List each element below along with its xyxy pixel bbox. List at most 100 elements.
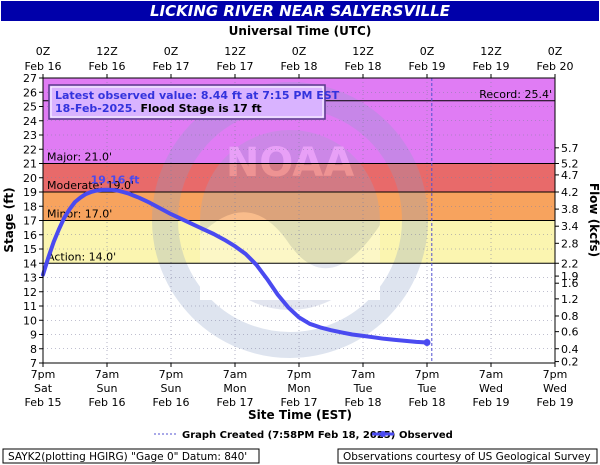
band-minor xyxy=(43,220,555,264)
right-axis-ticks: 0.20.40.60.81.21.61.92.22.83.43.84.24.75… xyxy=(555,142,579,369)
top-tick-label: 0Z xyxy=(292,45,307,58)
bottom-tick-label: Feb 17 xyxy=(217,396,254,409)
bottom-tick-label: Sat xyxy=(34,382,53,395)
top-tick-label: Feb 19 xyxy=(409,60,446,73)
latest-observation-point xyxy=(423,338,431,346)
left-tick-label: 22 xyxy=(23,143,37,156)
top-tick-label: 0Z xyxy=(420,45,435,58)
top-tick-label: Feb 16 xyxy=(89,60,126,73)
top-axis-ticks: 0Z Feb 16 12Z Feb 16 0Z Feb 17 12Z Feb 17 0Z Feb … xyxy=(25,45,574,78)
left-tick-label: 18 xyxy=(23,200,37,213)
right-tick-label: 2.2 xyxy=(561,257,579,270)
info-box xyxy=(48,84,326,120)
bottom-tick-label: Sun xyxy=(97,382,118,395)
left-tick-label: 19 xyxy=(23,186,37,199)
bottom-tick-label: 7pm xyxy=(543,368,568,381)
bottom-tick-label: Mon xyxy=(223,382,246,395)
observed-line xyxy=(41,187,429,345)
legend-observed-marker xyxy=(380,431,386,437)
bottom-tick-label: Wed xyxy=(543,382,567,395)
title-bar xyxy=(1,1,599,21)
threshold-label: Record: 25.4' xyxy=(479,88,552,101)
footer-left-box xyxy=(2,448,260,464)
bottom-tick-label: Mon xyxy=(287,382,310,395)
top-tick-label: Feb 16 xyxy=(25,60,62,73)
top-tick-label: Feb 18 xyxy=(281,60,318,73)
chart-title: LICKING RIVER NEAR SALYERSVILLE xyxy=(150,2,451,20)
top-tick-label: 12Z xyxy=(224,45,246,58)
flood-bands xyxy=(43,78,555,363)
right-tick-label: 3.8 xyxy=(561,203,579,216)
bottom-tick-label: Tue xyxy=(353,382,373,395)
bottom-tick-label: 7pm xyxy=(159,368,184,381)
threshold-label: Minor: 17.0' xyxy=(47,208,112,221)
bottom-tick-label: Wed xyxy=(479,382,503,395)
left-tick-label: 8 xyxy=(30,343,37,356)
top-tick-label: Feb 20 xyxy=(537,60,574,73)
left-tick-label: 24 xyxy=(23,115,37,128)
left-tick-label: 11 xyxy=(23,300,37,313)
top-axis-title: Universal Time (UTC) xyxy=(229,24,372,38)
top-tick-label: Feb 19 xyxy=(473,60,510,73)
top-tick-label: 12Z xyxy=(352,45,374,58)
bottom-tick-label: Feb 19 xyxy=(473,396,510,409)
footer-left-text: SAYK2(plotting HGIRG) "Gage 0" Datum: 84… xyxy=(8,451,247,463)
left-axis-title: Stage (ft) xyxy=(2,187,16,252)
bottom-tick-label: Feb 18 xyxy=(409,396,446,409)
bottom-tick-label: 7am xyxy=(479,368,503,381)
left-tick-label: 26 xyxy=(23,86,37,99)
right-tick-label: 3.4 xyxy=(561,220,579,233)
bottom-tick-label: Feb 16 xyxy=(89,396,126,409)
left-tick-label: 7 xyxy=(30,357,37,370)
footer-right-box xyxy=(337,448,598,464)
bottom-tick-label: Feb 19 xyxy=(537,396,574,409)
info-box-line2: 18-Feb-2025. Flood Stage is 17 ft xyxy=(55,102,262,115)
left-tick-label: 10 xyxy=(23,314,37,327)
left-tick-label: 25 xyxy=(23,101,37,114)
right-axis-title: Flow (kcfs) xyxy=(587,183,600,257)
top-tick-label: 0Z xyxy=(164,45,179,58)
left-tick-label: 16 xyxy=(23,229,37,242)
legend-observed-label: Observed xyxy=(399,430,453,441)
left-tick-label: 13 xyxy=(23,272,37,285)
info-box-shadow xyxy=(50,86,324,118)
left-tick-label: 9 xyxy=(30,329,37,342)
info-box-line1: Latest observed value: 8.44 ft at 7:15 P… xyxy=(55,89,340,102)
right-tick-label: 0.4 xyxy=(561,343,579,356)
top-tick-label: Feb 17 xyxy=(217,60,254,73)
info-box-flood-stage: Flood Stage is 17 ft xyxy=(137,102,262,115)
noaa-seal-wave xyxy=(200,212,380,300)
footer-right-text: Observations courtesy of US Geological S… xyxy=(343,451,591,463)
bottom-tick-label: 7pm xyxy=(287,368,312,381)
right-tick-label: 1.2 xyxy=(561,293,579,306)
bottom-tick-label: Feb 16 xyxy=(153,396,190,409)
bottom-tick-label: 7am xyxy=(351,368,375,381)
top-tick-label: 0Z xyxy=(36,45,51,58)
left-tick-label: 14 xyxy=(23,257,37,270)
left-tick-label: 17 xyxy=(23,215,37,228)
right-tick-label: 5.7 xyxy=(561,142,579,155)
right-tick-label: 0.2 xyxy=(561,356,579,369)
info-box-date: 18-Feb-2025. xyxy=(55,102,137,115)
right-tick-label: 2.8 xyxy=(561,237,579,250)
right-tick-label: 1.9 xyxy=(561,270,579,283)
crest-label: 19.16 ft xyxy=(91,174,140,187)
threshold-label: Major: 21.0' xyxy=(47,151,112,164)
bottom-tick-label: Tue xyxy=(417,382,437,395)
right-tick-label: 5.2 xyxy=(561,158,579,171)
legend-created-label: Graph Created (7:58PM Feb 18, 2025) xyxy=(182,430,395,441)
top-tick-label: 12Z xyxy=(96,45,118,58)
left-tick-label: 12 xyxy=(23,286,37,299)
bottom-axis-title: Site Time (EST) xyxy=(248,408,352,422)
right-tick-label: 4.2 xyxy=(561,186,579,199)
bottom-tick-label: 7am xyxy=(95,368,119,381)
right-tick-label: 0.6 xyxy=(561,326,579,339)
bottom-tick-label: Sun xyxy=(161,382,182,395)
top-tick-label: Feb 18 xyxy=(345,60,382,73)
bottom-tick-label: 7pm xyxy=(31,368,56,381)
right-tick-label: 1.6 xyxy=(561,277,579,290)
right-tick-label: 4.7 xyxy=(561,169,579,182)
bottom-tick-label: Feb 15 xyxy=(25,396,62,409)
